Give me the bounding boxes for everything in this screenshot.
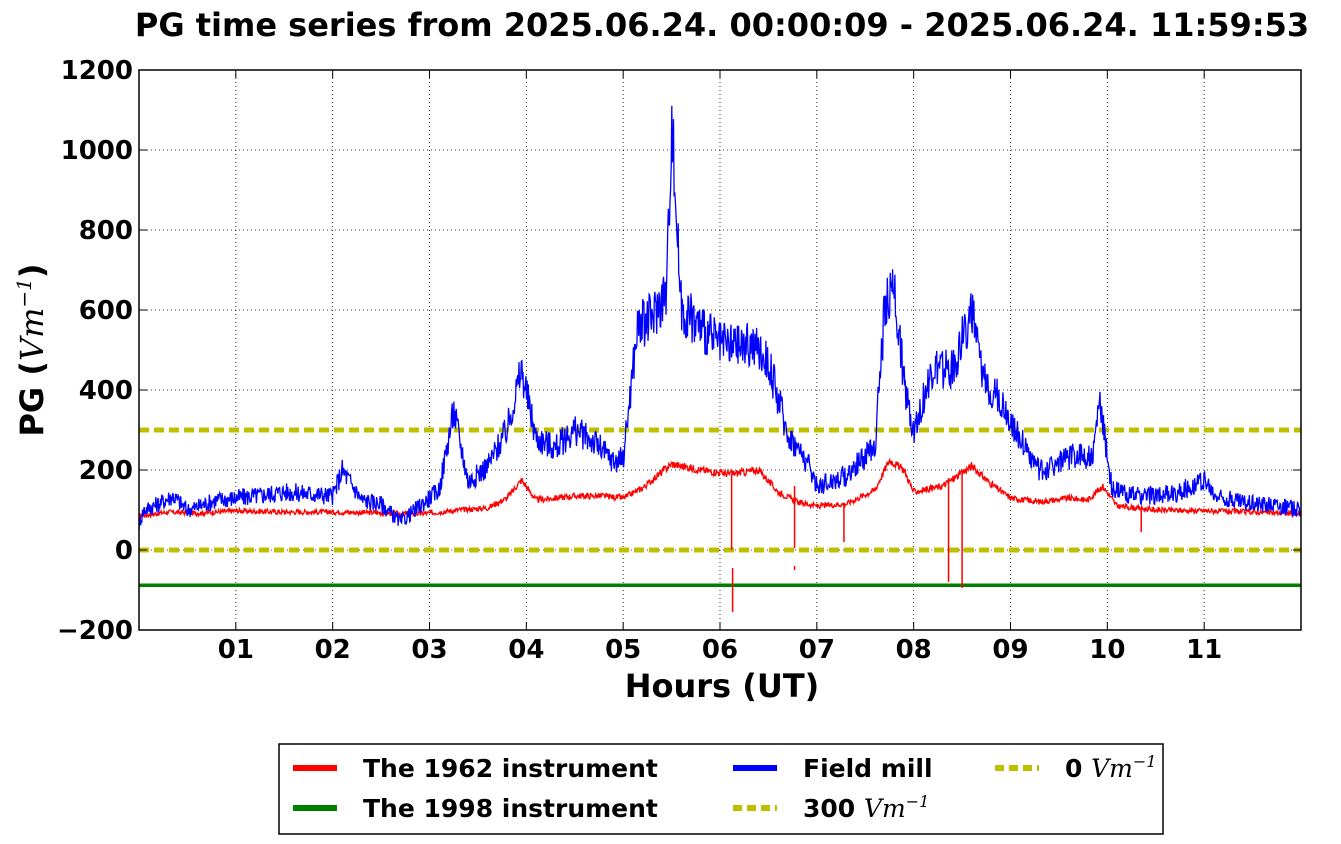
x-tick-label: 07 bbox=[799, 635, 835, 665]
x-tick-label: 11 bbox=[1186, 635, 1222, 665]
x-tick-label: 09 bbox=[992, 635, 1028, 665]
y-axis: −200 0 200 400 600 800 1000 1200 bbox=[57, 56, 1301, 646]
legend-label: The 1998 instrument bbox=[363, 794, 658, 823]
legend-unit-exponent: −1 bbox=[906, 792, 930, 811]
x-tick-label: 05 bbox=[605, 635, 641, 665]
chart-title: PG time series from 2025.06.24. 00:00:09… bbox=[135, 6, 1309, 44]
legend-unit: Vm bbox=[1091, 754, 1133, 783]
y-tick-label: 1200 bbox=[61, 56, 133, 86]
y-axis-label-suffix: ) bbox=[13, 263, 51, 278]
x-tick-label: 06 bbox=[702, 635, 738, 665]
legend-entry: Field mill bbox=[803, 754, 933, 783]
legend: The 1962 instrument The 1998 instrument Fi… bbox=[293, 752, 1156, 823]
legend-unit: Vm bbox=[864, 794, 906, 823]
legend-unit-exponent: −1 bbox=[1133, 752, 1157, 771]
x-axis-label: Hours (UT) bbox=[625, 667, 820, 705]
y-tick-label: 400 bbox=[79, 376, 133, 406]
y-axis-label: PG (Vm−1) bbox=[12, 263, 51, 436]
legend-label: 0 bbox=[1065, 754, 1091, 783]
plot-area bbox=[138, 105, 1302, 612]
legend-label: 300 bbox=[803, 794, 864, 823]
legend-box bbox=[278, 743, 1164, 835]
series-line-1 bbox=[138, 105, 1301, 530]
legend-entry: 0 Vm−1 bbox=[1065, 752, 1156, 783]
x-tick-label: 04 bbox=[508, 635, 544, 665]
x-tick-label: 10 bbox=[1089, 635, 1125, 665]
legend-label: The 1962 instrument bbox=[363, 754, 658, 783]
x-tick-label: 03 bbox=[411, 635, 447, 665]
y-tick-label: 600 bbox=[79, 296, 133, 326]
y-tick-label: 800 bbox=[79, 216, 133, 246]
y-axis-label-group: PG (Vm−1) bbox=[12, 263, 51, 436]
y-axis-label-unit: Vm bbox=[13, 308, 51, 361]
y-tick-label: 1000 bbox=[61, 136, 133, 166]
legend-entry: The 1962 instrument bbox=[363, 754, 658, 783]
y-tick-label: 200 bbox=[79, 456, 133, 486]
x-axis: 01 02 03 04 05 06 07 08 09 10 11 bbox=[218, 70, 1222, 665]
legend-label: Field mill bbox=[803, 754, 933, 783]
legend-entry: 300 Vm−1 bbox=[803, 792, 929, 823]
x-tick-label: 08 bbox=[896, 635, 932, 665]
x-tick-label: 01 bbox=[218, 635, 254, 665]
legend-entry: The 1998 instrument bbox=[363, 794, 658, 823]
y-tick-label: −200 bbox=[57, 616, 133, 646]
x-tick-label: 02 bbox=[315, 635, 351, 665]
y-axis-label-prefix: PG ( bbox=[13, 361, 51, 436]
y-axis-label-exponent: −1 bbox=[12, 278, 36, 307]
series-line-0 bbox=[138, 457, 1302, 520]
y-tick-label: 0 bbox=[115, 536, 133, 566]
